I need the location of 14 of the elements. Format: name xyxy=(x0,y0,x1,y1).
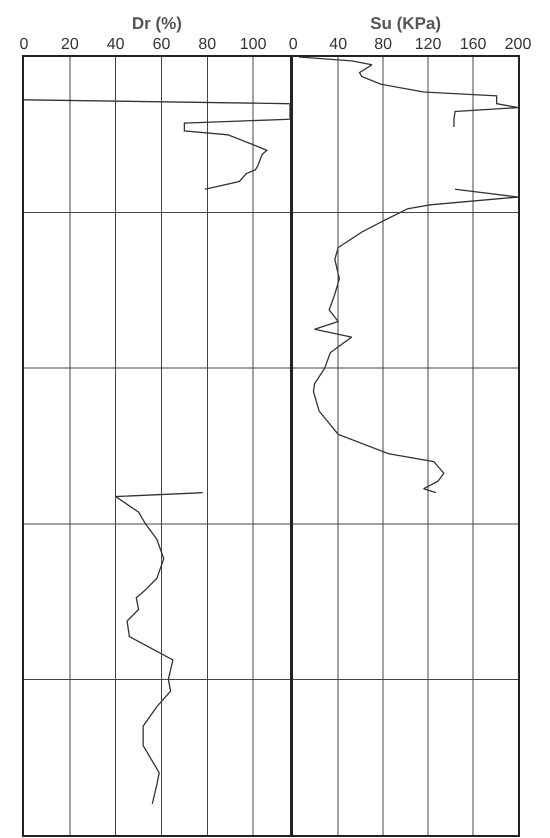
x-tick-label: 0 xyxy=(288,36,298,53)
x-axis-title: Su (KPa) xyxy=(370,14,442,33)
x-tick-label: 120 xyxy=(414,36,442,53)
x-tick-label: 80 xyxy=(374,36,392,53)
x-tick-label: 80 xyxy=(198,36,216,53)
x-axis-title: Dr (%) xyxy=(132,14,182,33)
x-tick-label: 60 xyxy=(152,36,170,53)
x-tick-label: 40 xyxy=(106,36,125,53)
x-tick-label: 200 xyxy=(504,36,532,53)
x-tick-label: 160 xyxy=(460,36,486,53)
x-tick-label: 40 xyxy=(329,36,348,53)
x-tick-label: 20 xyxy=(60,36,79,53)
x-tick-label: 0 xyxy=(20,36,29,53)
x-tick-label: 100 xyxy=(240,36,267,53)
